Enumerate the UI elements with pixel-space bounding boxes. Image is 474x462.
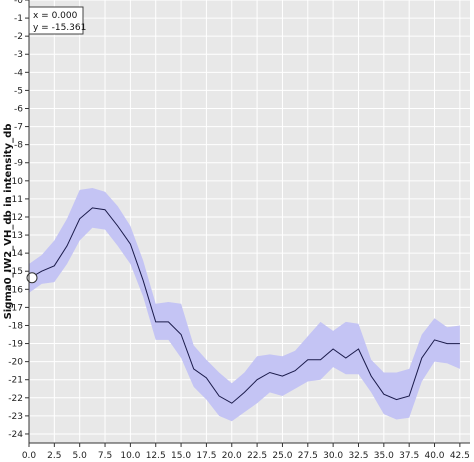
readout-box: x = 0.000 y = -15.361 — [28, 6, 86, 35]
data-point — [319, 359, 321, 361]
readout-y: y = -15.361 — [33, 23, 86, 33]
y-tick-label: -8 — [14, 141, 23, 151]
data-point — [53, 265, 55, 267]
data-point — [345, 357, 347, 359]
data-point — [383, 393, 385, 395]
data-point — [231, 402, 233, 404]
data-point — [142, 279, 144, 281]
x-tick-label: 2.5 — [47, 451, 61, 461]
y-tick-label: -16 — [8, 285, 23, 295]
y-tick-label: -15 — [8, 267, 23, 277]
y-tick-label: -9 — [14, 159, 23, 169]
data-point — [307, 359, 309, 361]
data-point — [446, 343, 448, 345]
data-point — [129, 243, 131, 245]
y-tick-label: -22 — [8, 394, 23, 404]
x-tick-label: 27.5 — [298, 451, 318, 461]
y-tick-label: -18 — [8, 321, 23, 331]
readout-x: x = 0.000 — [33, 11, 78, 21]
x-tick-label: 7.5 — [98, 451, 112, 461]
data-point — [79, 218, 81, 220]
y-tick-label: -1 — [14, 14, 23, 24]
y-tick-label: -23 — [8, 412, 23, 422]
x-tick-label: 22.5 — [247, 451, 267, 461]
y-tick-label: -5 — [14, 86, 23, 96]
data-point — [370, 375, 372, 377]
x-tick-label: 10.0 — [120, 451, 140, 461]
data-point — [66, 245, 68, 247]
y-tick-label: -24 — [8, 430, 23, 440]
y-tick-label: -12 — [8, 213, 23, 223]
mean-series-line — [28, 207, 460, 404]
data-point — [193, 368, 195, 370]
data-point — [180, 334, 182, 336]
data-point — [41, 270, 43, 272]
x-tick-label: 0.0 — [22, 451, 37, 461]
x-tick-label: 32.5 — [348, 451, 368, 461]
data-point — [459, 343, 461, 345]
data-point — [434, 339, 436, 341]
y-tick-label: -4 — [14, 68, 23, 78]
y-tick-label: -17 — [8, 303, 23, 313]
x-tick-label: 5.0 — [73, 451, 88, 461]
y-tick-label: -10 — [8, 177, 23, 187]
y-tick-label: -11 — [8, 195, 23, 205]
data-point — [396, 399, 398, 401]
y-tick-label: -2 — [14, 32, 23, 42]
data-point — [294, 370, 296, 372]
y-axis-title: Sigma0_IW2_VH_db in intensity_db — [3, 124, 14, 320]
data-point — [281, 375, 283, 377]
y-tick-label: -6 — [14, 104, 23, 114]
data-point — [218, 395, 220, 397]
x-tick-label: 35.0 — [374, 451, 394, 461]
data-point — [205, 377, 207, 379]
data-point — [117, 225, 119, 227]
x-tick-label: 15.0 — [171, 451, 191, 461]
data-point — [155, 321, 157, 323]
data-point — [167, 321, 169, 323]
data-point — [91, 207, 93, 209]
data-point — [256, 379, 258, 381]
x-tick-label: 12.5 — [146, 451, 166, 461]
data-point — [332, 348, 334, 350]
x-tick-label: 20.0 — [222, 451, 242, 461]
x-tick-label: 42.5 — [450, 451, 470, 461]
data-point — [357, 348, 359, 350]
data-point — [243, 391, 245, 393]
y-tick-label: -14 — [8, 249, 23, 259]
data-point — [104, 209, 106, 211]
x-tick-label: 37.5 — [399, 451, 419, 461]
data-point — [421, 357, 423, 359]
x-tick-label: 30.0 — [323, 451, 343, 461]
x-tick-label: 17.5 — [196, 451, 216, 461]
x-tick-label: 40.0 — [424, 451, 444, 461]
y-tick-label: -13 — [8, 231, 23, 241]
x-axis: 0.0 2.5 5.0 7.5 10.0 12.5 15.0 17.5 20.0 22.5 25.0… — [22, 442, 470, 461]
std-dev-band — [29, 188, 460, 422]
data-point — [269, 371, 271, 373]
data-point — [408, 395, 410, 397]
y-tick-label: -21 — [8, 376, 23, 386]
y-tick-label: -20 — [8, 358, 23, 368]
y-tick-label: -3 — [14, 50, 23, 60]
y-tick-label: -19 — [8, 340, 23, 350]
y-tick-label: -7 — [14, 123, 23, 133]
y-axis: -0 -1 -2 -3 -4 -5 -6 -7 -8 -9 -10 -11 -12 -13 -14 -15 -1… — [8, 0, 30, 443]
x-tick-label: 25.0 — [272, 451, 292, 461]
y-tick-label: -0 — [14, 0, 23, 6]
